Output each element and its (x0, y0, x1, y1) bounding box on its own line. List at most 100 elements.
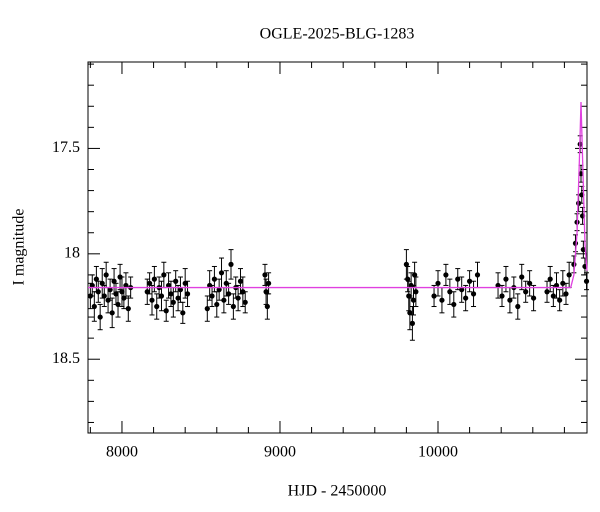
chart-title: OGLE-2025-BLG-1283 (260, 26, 415, 43)
data-point (572, 240, 579, 246)
data-point (563, 291, 569, 297)
data-point (566, 272, 572, 278)
data-point (93, 276, 99, 282)
data-point (119, 289, 125, 295)
data-point (177, 287, 184, 293)
data-point (144, 289, 150, 295)
data-point (451, 301, 457, 308)
data-point (443, 272, 449, 278)
data-point (431, 293, 437, 299)
data-point (209, 293, 215, 299)
data-point (163, 308, 169, 314)
data-point (158, 293, 165, 299)
data-point (435, 280, 441, 286)
data-point (463, 295, 469, 301)
data-point (125, 306, 131, 312)
data-point (111, 278, 117, 284)
data-point (107, 287, 113, 293)
data-point (266, 280, 272, 286)
data-point (165, 282, 172, 289)
x-tick-label: 9000 (264, 444, 296, 461)
data-point (242, 299, 248, 305)
y-tick-label: 18.5 (52, 350, 80, 367)
data-point (459, 287, 465, 293)
data-point (515, 303, 521, 310)
data-point (235, 295, 241, 301)
data-point (447, 289, 453, 295)
data-point (580, 247, 586, 253)
data-point (168, 291, 174, 297)
data-point (218, 270, 225, 276)
data-point (495, 282, 501, 289)
y-tick-label: 17.5 (52, 139, 80, 156)
data-point (115, 301, 121, 308)
data-point (410, 297, 417, 303)
data-point (228, 261, 234, 267)
data-point (151, 276, 157, 282)
data-point (97, 314, 103, 320)
data-point (161, 272, 167, 278)
data-point (263, 289, 269, 295)
data-point (221, 297, 227, 303)
data-point (466, 278, 473, 284)
data-point (173, 278, 179, 284)
data-point (474, 272, 481, 278)
data-point (204, 306, 210, 312)
data-point (413, 289, 419, 295)
data-point (226, 291, 232, 297)
data-point (578, 171, 584, 177)
data-point (470, 291, 477, 297)
data-point (101, 293, 107, 299)
data-point (557, 297, 563, 303)
data-point (262, 272, 268, 278)
data-point (214, 301, 220, 308)
data-point (507, 297, 513, 303)
data-point (184, 291, 191, 297)
data-point (405, 276, 411, 282)
model-curve (88, 102, 588, 289)
data-point (439, 297, 445, 303)
data-point (407, 310, 413, 316)
data-point (103, 272, 109, 278)
data-point (91, 303, 97, 310)
data-point (403, 261, 409, 267)
data-point (113, 291, 119, 297)
data-point (499, 293, 505, 299)
x-tick-label: 8000 (106, 444, 138, 461)
data-point (230, 303, 236, 310)
data-point (170, 299, 176, 305)
x-tick-label: 10000 (418, 444, 458, 461)
data-point (550, 293, 556, 299)
data-point (519, 274, 525, 280)
data-point (571, 261, 577, 267)
data-point (560, 280, 566, 286)
data-point (182, 280, 188, 286)
data-point (409, 320, 415, 326)
data-point (547, 276, 553, 282)
data-point (583, 278, 590, 284)
data-point (123, 282, 129, 289)
data-point (523, 289, 529, 295)
data-point (147, 280, 153, 286)
data-point (154, 303, 160, 310)
data-point (455, 276, 461, 282)
data-point (89, 282, 95, 289)
data-point (175, 295, 181, 301)
data-point (95, 289, 101, 295)
data-point (109, 310, 115, 316)
data-point (553, 282, 560, 289)
y-axis-label: I magnitude (11, 209, 28, 286)
data-point (180, 310, 186, 316)
y-tick-label: 18 (64, 244, 80, 261)
plot-frame (87, 61, 588, 434)
data-point (149, 297, 155, 303)
data-point (412, 272, 418, 278)
data-point (211, 276, 218, 282)
data-point (264, 303, 270, 310)
data-point (530, 295, 537, 301)
data-point (544, 289, 550, 295)
data-point (99, 280, 105, 286)
data-point (237, 278, 244, 284)
